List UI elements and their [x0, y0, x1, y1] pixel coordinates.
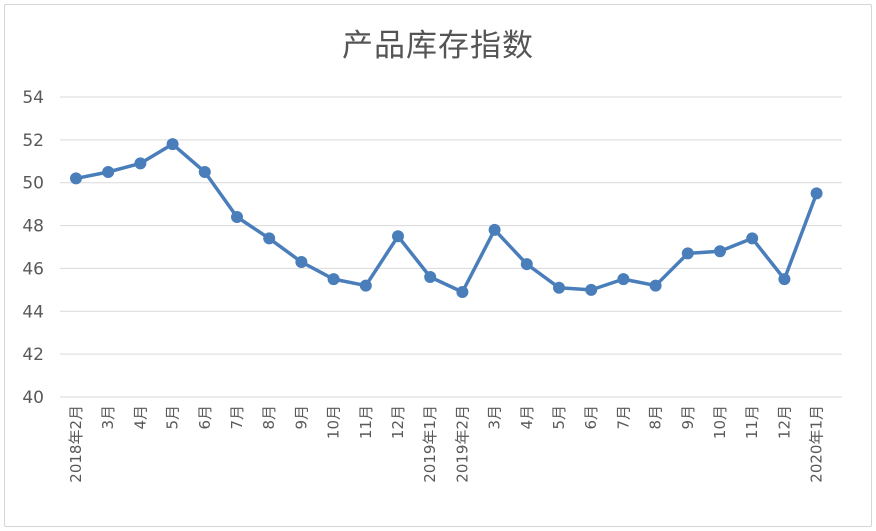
x-tick-label-2: 4月: [131, 405, 149, 430]
x-tick-label-10: 12月: [389, 405, 407, 439]
data-point-23: [810, 187, 823, 200]
x-tick-label-9: 11月: [357, 405, 375, 439]
y-tick-label-42: 42: [22, 345, 44, 365]
x-tick-label-14: 4月: [518, 405, 536, 430]
x-tick-label-0: 2018年2月: [67, 405, 85, 483]
chart-frame: [4, 4, 872, 527]
y-tick-label-50: 50: [22, 174, 44, 194]
data-point-13: [488, 223, 501, 236]
x-tick-label-6: 8月: [260, 405, 278, 430]
data-point-22: [778, 273, 791, 286]
x-tick-label-5: 7月: [228, 405, 246, 430]
y-tick-label-54: 54: [22, 88, 44, 108]
data-point-9: [359, 279, 372, 292]
x-tick-label-20: 10月: [711, 405, 729, 439]
data-point-11: [424, 271, 437, 283]
x-tick-label-16: 6月: [582, 405, 600, 430]
x-axis-ticks: 2018年2月 3月 4月 5月 6月 7月 8月 9月 10月 11月 12月 2019年1月 201…: [67, 405, 826, 483]
data-point-2: [134, 157, 147, 170]
x-tick-label-17: 7月: [614, 405, 632, 430]
x-tick-label-23: 2020年1月: [808, 405, 826, 483]
data-point-19: [681, 247, 694, 260]
chart-title: 产品库存指数: [342, 28, 534, 64]
x-tick-label-12: 2019年2月: [453, 405, 471, 483]
data-point-8: [327, 273, 340, 286]
x-tick-label-1: 3月: [99, 405, 117, 430]
data-point-16: [585, 283, 598, 296]
data-point-4: [198, 166, 211, 178]
data-point-10: [392, 230, 404, 243]
series-line: [75, 142, 819, 294]
data-point-7: [295, 256, 308, 268]
x-tick-label-19: 9月: [679, 405, 697, 430]
data-point-5: [231, 211, 243, 223]
y-tick-label-48: 48: [22, 217, 44, 237]
data-point-3: [166, 138, 179, 151]
y-tick-label-46: 46: [22, 259, 44, 279]
x-tick-label-22: 12月: [775, 405, 793, 439]
data-point-18: [649, 279, 662, 292]
y-tick-label-40: 40: [22, 388, 44, 408]
data-point-15: [553, 281, 565, 294]
data-point-20: [714, 245, 726, 258]
data-point-1: [102, 166, 115, 178]
data-point-12: [456, 286, 469, 298]
data-point-14: [520, 258, 533, 271]
x-tick-label-4: 6月: [196, 405, 214, 430]
data-point-21: [746, 232, 759, 245]
data-point-0: [70, 172, 82, 185]
x-tick-label-15: 5月: [550, 405, 568, 430]
x-tick-label-3: 5月: [164, 405, 182, 430]
series-layer: [70, 138, 823, 298]
gridlines: [60, 96, 842, 398]
y-axis-ticks: 40 42 44 46 48 50 52 54: [22, 88, 44, 408]
x-tick-label-21: 11月: [743, 405, 761, 439]
data-point-17: [617, 273, 630, 286]
data-point-6: [263, 232, 276, 245]
x-tick-label-7: 9月: [292, 405, 310, 430]
x-tick-label-13: 3月: [486, 405, 504, 430]
x-tick-label-11: 2019年1月: [421, 405, 439, 483]
x-tick-label-18: 8月: [647, 405, 665, 430]
x-tick-label-8: 10月: [325, 405, 343, 439]
y-tick-label-44: 44: [22, 302, 44, 322]
y-tick-label-52: 52: [22, 131, 44, 151]
